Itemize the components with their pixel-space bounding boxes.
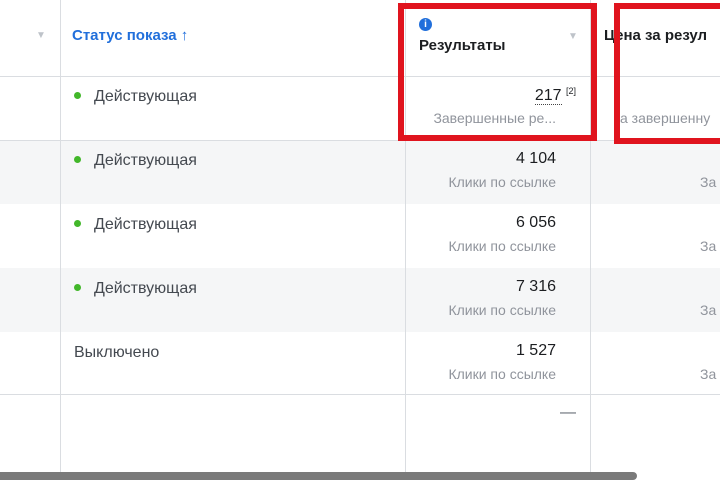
divider [60, 0, 61, 472]
chevron-down-icon[interactable]: ▼ [568, 31, 578, 42]
column-header-results[interactable]: Результаты [419, 37, 506, 54]
status-text: Действующая [94, 216, 197, 233]
price-subtext: а завершенну [620, 110, 711, 126]
result-value[interactable]: 6 056 [515, 214, 556, 231]
result-type: Завершенные ре... [433, 110, 556, 126]
status-dot-icon [74, 92, 81, 99]
column-header-status[interactable]: Статус показа ↑ [72, 27, 188, 44]
result-type: Клики по ссылке [448, 366, 556, 382]
status-text: Действующая [94, 280, 197, 297]
divider [0, 140, 720, 141]
divider [405, 0, 406, 472]
status-text: Выключено [74, 344, 160, 361]
total-result: — [560, 404, 576, 421]
status-header-label: Статус показа [72, 27, 177, 44]
price-subtext: За [700, 302, 717, 318]
table-row-bg [0, 140, 720, 204]
result-type: Клики по ссылке [448, 174, 556, 190]
table-row-bg [0, 268, 720, 332]
column-header-price[interactable]: Цена за резул [604, 27, 708, 44]
highlight-box-price [614, 3, 720, 144]
status-text: Действующая [94, 88, 197, 105]
sort-arrow-icon: ↑ [180, 27, 189, 44]
status-dot-icon [74, 156, 81, 163]
highlight-box-results [398, 3, 597, 141]
info-icon[interactable]: i [419, 18, 432, 31]
status-text: Действующая [94, 152, 197, 169]
result-type: Клики по ссылке [448, 302, 556, 318]
divider [590, 0, 591, 472]
result-value[interactable]: 4 104 [515, 150, 556, 167]
chevron-down-icon[interactable]: ▼ [36, 30, 46, 41]
result-value[interactable]: 1 527 [515, 342, 556, 359]
horizontal-scrollbar[interactable] [0, 472, 637, 480]
price-subtext: За [700, 366, 717, 382]
result-type: Клики по ссылке [448, 238, 556, 254]
price-subtext: За [700, 174, 717, 190]
result-number[interactable]: 217 [534, 87, 562, 106]
footnote: [2] [565, 86, 576, 96]
status-dot-icon [74, 284, 81, 291]
result-value[interactable]: 7 316 [515, 278, 556, 295]
divider [0, 76, 720, 77]
divider [0, 394, 720, 395]
status-dot-icon [74, 220, 81, 227]
result-value[interactable]: 217 [2] [406, 86, 576, 106]
price-subtext: За [700, 238, 717, 254]
